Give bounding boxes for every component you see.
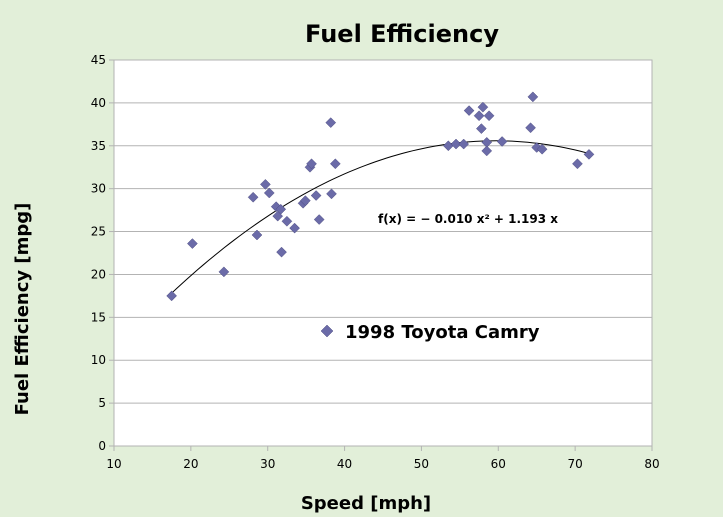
x-tick-label: 70 (568, 457, 583, 471)
data-point (458, 138, 470, 150)
data-point (263, 187, 275, 199)
data-point (496, 136, 508, 147)
y-tick-label: 15 (91, 310, 106, 324)
data-point (525, 122, 536, 134)
y-axis-title: Fuel Efficiency [mpg] (12, 203, 33, 416)
plot-area (113, 59, 653, 447)
y-tick-label: 40 (91, 96, 106, 110)
chart-title: Fuel Efficiency (305, 20, 499, 48)
y-tick-label: 10 (91, 353, 106, 367)
data-point (281, 215, 293, 227)
data-point (536, 143, 548, 155)
data-point (289, 222, 300, 234)
y-tick-label: 0 (98, 439, 106, 453)
data-point (463, 105, 475, 116)
data-point (329, 158, 341, 170)
data-point (450, 138, 462, 150)
trendline-equation: f(x) = − 0.010 x² + 1.193 x (378, 212, 558, 226)
data-point (325, 117, 337, 128)
y-tick-label: 5 (98, 396, 106, 410)
x-tick-label: 30 (260, 457, 275, 471)
trendline (171, 140, 591, 294)
y-tick-label: 25 (91, 225, 106, 239)
y-tick-label: 35 (91, 139, 106, 153)
x-tick-label: 40 (337, 457, 352, 471)
data-point (477, 101, 489, 113)
legend-label: 1998 Toyota Camry (345, 322, 540, 343)
data-point (481, 145, 493, 157)
data-point (260, 179, 271, 190)
data-point (313, 214, 325, 225)
y-tick-label: 30 (91, 182, 106, 196)
data-point (270, 201, 282, 213)
x-tick-label: 60 (491, 457, 506, 471)
x-axis-ticks: 10 20 30 40 50 60 70 80 (106, 446, 660, 471)
x-tick-label: 20 (183, 457, 198, 471)
data-point (300, 195, 311, 207)
data-point (275, 203, 287, 215)
data-point (473, 110, 485, 122)
data-point (251, 229, 263, 241)
data-point (527, 91, 539, 103)
data-point (218, 266, 230, 278)
legend: 1998 Toyota Camry (320, 322, 540, 343)
y-axis-ticks: 0 5 10 15 20 25 30 35 40 45 (91, 53, 114, 453)
data-point (583, 149, 595, 160)
data-point (276, 246, 287, 258)
legend-marker (320, 324, 334, 338)
trendline-group (171, 140, 591, 294)
x-tick-label: 10 (106, 457, 121, 471)
data-point (483, 110, 495, 122)
data-point (247, 191, 259, 203)
data-point (187, 238, 198, 249)
data-point (326, 188, 337, 200)
data-points (166, 91, 595, 302)
data-point (310, 190, 322, 201)
x-axis-title: Speed [mph] (301, 493, 431, 514)
x-tick-label: 80 (644, 457, 659, 471)
data-point (572, 158, 583, 170)
data-point (306, 158, 317, 170)
data-point (476, 123, 487, 134)
data-point (166, 290, 177, 302)
y-tick-label: 45 (91, 53, 106, 67)
grid-lines (114, 59, 652, 447)
y-tick-label: 20 (91, 267, 106, 281)
x-tick-label: 50 (414, 457, 429, 471)
